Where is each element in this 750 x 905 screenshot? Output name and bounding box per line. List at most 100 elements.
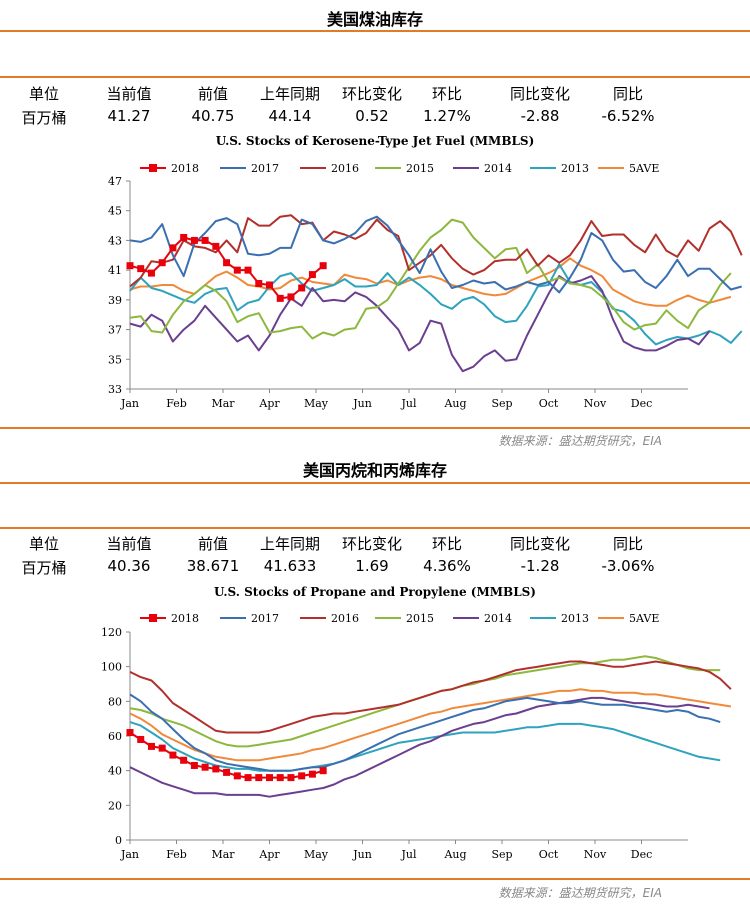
legend-item-2018: 2018 (140, 612, 199, 625)
y-tick-label: 37 (108, 324, 122, 337)
header-cell: 环比变化 (341, 535, 402, 553)
data-point-2018 (244, 774, 252, 782)
section-divider (0, 878, 750, 880)
legend-item-2017: 2017 (220, 612, 279, 625)
series-line-2017 (129, 693, 721, 772)
data-point-2018 (266, 774, 273, 782)
legend-label: 2017 (251, 612, 279, 625)
x-tick-label: Nov (584, 848, 607, 861)
data-point-2018 (255, 774, 263, 782)
value-cell: 4.36% (423, 557, 471, 575)
y-tick-label: 39 (108, 294, 122, 307)
data-point-2018 (201, 763, 209, 771)
value-cell: 44.14 (268, 107, 312, 125)
data-point-2018 (137, 735, 145, 743)
y-tick-label: 43 (108, 234, 122, 247)
legend-label: 2018 (171, 612, 199, 625)
x-tick-label: Aug (443, 397, 466, 410)
header-cell: 同比 (612, 535, 643, 553)
x-tick-label: Feb (166, 397, 187, 410)
legend-label: 2015 (406, 162, 434, 175)
legend-item-2016: 2016 (300, 162, 359, 175)
header-cell: 当前值 (106, 535, 152, 553)
data-point-2018 (244, 266, 252, 274)
stats-value-row: 百万桶 40.36 38.671 41.633 1.69 4.36% -1.28… (0, 557, 750, 579)
data-point-2018 (147, 269, 155, 277)
y-tick-label: 60 (108, 730, 122, 743)
stats-value-row: 百万桶 41.27 40.75 44.14 0.52 1.27% -2.88 -… (0, 107, 750, 129)
data-point-2018 (223, 768, 231, 776)
x-tick-label: Apr (258, 848, 280, 861)
data-point-2018 (287, 293, 295, 301)
data-point-2018 (126, 729, 134, 737)
y-tick-label: 0 (115, 834, 122, 847)
x-tick-label: Oct (539, 397, 559, 410)
x-tick-label: Jun (352, 397, 372, 410)
header-cell: 上年同期 (259, 85, 320, 103)
data-point-2018 (137, 265, 145, 273)
header-cell: 前值 (197, 85, 228, 103)
x-tick-label: May (304, 397, 329, 410)
x-tick-label: Jan (120, 848, 139, 861)
series-line-5AVE (129, 257, 732, 307)
y-tick-label: 120 (101, 626, 122, 639)
legend-label: 2014 (484, 612, 512, 625)
y-tick-label: 33 (108, 383, 122, 396)
legend-label: 2018 (171, 162, 199, 175)
section-divider (0, 482, 750, 484)
data-point-2018 (233, 772, 241, 780)
section-title-propane: 美国丙烷和丙烯库存 (302, 461, 447, 480)
x-tick-label: Aug (443, 848, 466, 861)
x-tick-label: Jun (352, 848, 372, 861)
data-point-2018 (287, 774, 295, 782)
value-cell: -6.52% (601, 107, 655, 125)
x-tick-label: Jul (400, 397, 416, 410)
value-cell: 百万桶 (21, 559, 67, 577)
x-tick-label: Sep (491, 848, 512, 861)
x-tick-label: Apr (258, 397, 280, 410)
header-cell: 环比 (431, 85, 462, 103)
data-point-2018 (319, 767, 327, 775)
y-tick-label: 41 (108, 264, 122, 277)
series-line-2015 (129, 218, 732, 340)
series-line-2016 (129, 214, 743, 288)
legend-item-5AVE: 5AVE (598, 162, 659, 175)
value-cell: 百万桶 (21, 109, 67, 127)
stats-header-row: 单位 当前值 前值 上年同期 环比变化 环比 同比变化 同比 (0, 83, 750, 105)
header-cell: 同比变化 (509, 535, 570, 553)
section-divider (0, 76, 750, 78)
x-tick-label: Jan (120, 397, 139, 410)
legend-item-2017: 2017 (220, 162, 279, 175)
value-cell: 38.671 (186, 557, 240, 575)
propane-chart: 2018 2017 2016 2015 2014 2013 5AVE 0 20 40 60 80 100… (101, 612, 732, 861)
legend-label: 2017 (251, 162, 279, 175)
legend-item-5AVE: 5AVE (598, 612, 659, 625)
series-line-2013 (129, 721, 721, 772)
series-line-2016 (129, 660, 732, 734)
chart-title: U.S. Stocks of Propane and Propylene (MM… (214, 585, 536, 599)
value-cell: 41.633 (263, 557, 317, 575)
legend-label: 2016 (331, 162, 359, 175)
legend-label: 2015 (406, 612, 434, 625)
legend-label: 5AVE (629, 612, 659, 625)
y-tick-label: 45 (108, 205, 122, 218)
header-cell: 上年同期 (259, 535, 320, 553)
y-tick-label: 100 (101, 661, 122, 674)
chart-title: U.S. Stocks of Kerosene-Type Jet Fuel (M… (215, 134, 535, 148)
data-point-2018 (298, 772, 306, 780)
y-tick-label: 20 (108, 799, 122, 812)
data-point-2018 (308, 770, 316, 778)
legend-item-2018: 2018 (140, 162, 199, 175)
data-source: 数据来源：盛达期货研究，EIA (498, 434, 662, 448)
value-cell: 1.69 (355, 557, 389, 575)
value-cell: -1.28 (520, 557, 560, 575)
section-divider (0, 527, 750, 529)
series-line-5AVE (129, 688, 732, 762)
x-tick-label: Dec (631, 848, 653, 861)
y-tick-label: 47 (108, 175, 122, 188)
x-tick-label: Jul (400, 848, 416, 861)
data-point-2018 (158, 744, 166, 752)
y-tick-label: 40 (108, 765, 122, 778)
value-cell: 0.52 (355, 107, 389, 125)
data-point-2018 (276, 294, 284, 302)
